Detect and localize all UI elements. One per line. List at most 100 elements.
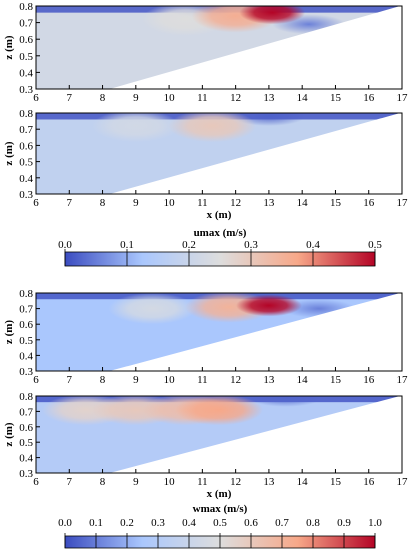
u-bottom-xtick-label: 15 [330,197,342,209]
w-colorbar-tick-label: 0.7 [275,517,289,529]
u-bottom-ylabel: z (m) [3,141,15,165]
w-bottom-xtick-label: 7 [67,476,73,488]
w-bottom-xtick-label: 14 [297,476,309,488]
w-top-xtick-label: 14 [297,374,309,386]
w-colorbar-label: wmax (m/s) [193,503,248,515]
w-top-xtick-label: 8 [100,374,106,386]
u-top-xtick-label: 8 [100,92,106,104]
u-bottom-hotspot [168,113,257,143]
u-bottom-ytick-label: 0.5 [19,157,33,169]
w-top-hotspot [235,294,302,317]
u-bottom-beach-line [35,112,403,216]
u-bottom-xtick-label: 7 [67,197,73,209]
u-top-ytick-label: 0.7 [19,18,33,30]
u-top-ytick-label: 0.8 [19,1,33,13]
w-bottom-xtick-label: 11 [197,476,208,488]
w-bottom-xtick-label: 16 [363,476,375,488]
w-colorbar-tick-label: 0.9 [337,517,351,529]
w-colorbar-tick-label: 0.2 [120,517,134,529]
u-colorbar-label: umax (m/s) [194,227,247,239]
w-top-xtick-label: 17 [397,374,409,386]
u-bottom-ytick-label: 0.8 [19,108,33,120]
u-bottom-xtick-label: 13 [263,197,275,209]
w-top-xtick-label: 13 [263,374,275,386]
u-colorbar-tick-label: 0.0 [58,239,72,251]
u-top-xtick-label: 7 [67,92,73,104]
w-bottom-xtick-label: 17 [397,476,409,488]
u-top-xtick-label: 12 [230,92,241,104]
w-bottom-ytick-label: 0.7 [19,406,33,418]
u-top-xtick-label: 10 [164,92,176,104]
w-top-frame [35,292,403,372]
u-bottom-xtick-label: 10 [164,197,176,209]
w-bottom-ytick-label: 0.5 [19,437,33,449]
u-colorbar-tick-label: 0.1 [120,239,134,251]
u-bottom-ytick-label: 0.6 [19,140,33,152]
w-bottom-panel: 6 7 8 9 10 11 12 13 14 15 16 17 0.3 0.4 0.5 0.6 0.7 0.8 z … [3,391,409,500]
u-colorbar-tick-label: 0.3 [244,239,258,251]
u-top-beach-line [35,5,403,112]
u-top-xtick-label: 9 [133,92,139,104]
u-bottom-frame [35,112,403,195]
w-top-ytick-label: 0.5 [19,335,33,347]
w-bottom-frame [35,395,403,474]
u-top-ylabel: z (m) [3,35,15,59]
w-top-beach-line [35,292,403,392]
w-bottom-ylabel: z (m) [3,422,15,446]
w-colorbar-tick-label: 1.0 [368,517,382,529]
w-top-ytick-label: 0.7 [19,304,33,316]
u-top-xtick-label: 17 [397,92,409,104]
u-top-xtick-label: 6 [33,92,39,104]
w-bottom-xtick-label: 10 [164,476,176,488]
w-top-xtick-label: 7 [67,374,73,386]
w-top-xtick-label: 6 [33,374,39,386]
u-top-frame [35,5,403,90]
w-bottom-xtick-label: 8 [100,476,106,488]
w-top-xtick-label: 12 [230,374,241,386]
w-bottom-xtick-label: 15 [330,476,342,488]
w-top-ylabel: z (m) [3,320,15,344]
u-top-xtick-label: 13 [263,92,275,104]
w-bottom-xtick-label: 12 [230,476,241,488]
w-top-xtick-label: 9 [133,374,139,386]
w-colorbar: 0.0 0.1 0.2 0.3 0.4 0.5 0.6 0.7 0.8 0.9 1.0 wmax (m… [58,503,382,549]
w-top-ytick-label: 0.4 [19,350,33,362]
w-top-ytick-label: 0.6 [19,319,33,331]
w-top-panel: 6 7 8 9 10 11 12 13 14 15 16 17 0.3 0.4 0.5 0.6 0.7 0.8 z … [3,288,409,392]
u-colorbar-tick-label: 0.4 [306,239,320,251]
u-top-hotspot [239,6,306,25]
u-colorbar-tick-label: 0.2 [182,239,196,251]
w-top-ytick-label: 0.8 [19,288,33,300]
w-bottom-beach-line [35,395,403,494]
u-bottom-xtick-label: 11 [197,197,208,209]
u-top-xtick-label: 11 [197,92,208,104]
u-bottom-ytick-label: 0.7 [19,124,33,136]
u-bottom-field [36,113,402,194]
u-top-field [36,6,402,89]
w-bottom-ytick-label: 0.3 [19,468,33,480]
w-bottom-low-zone [248,396,323,407]
u-bottom-xtick-label: 17 [397,197,409,209]
w-top-xtick-label: 15 [330,374,342,386]
w-colorbar-tick-label: 0.8 [306,517,320,529]
w-top-xtick-label: 16 [363,374,375,386]
u-bottom-xtick-label: 12 [230,197,241,209]
u-top-ytick-label: 0.5 [19,51,33,63]
w-bottom-ytick-label: 0.6 [19,422,33,434]
w-colorbar-tick-label: 0.5 [213,517,227,529]
w-bottom-ytick-label: 0.8 [19,391,33,403]
u-top-ytick-label: 0.3 [19,84,33,96]
w-colorbar-tick-label: 0.0 [58,517,72,529]
u-colorbar: 0.0 0.1 0.2 0.3 0.4 0.5 umax (m/s) [58,227,382,267]
u-top-ytick-label: 0.6 [19,34,33,46]
u-top-ytick-label: 0.4 [19,67,33,79]
u-top-xtick-label: 16 [363,92,375,104]
u-bottom-ytick-label: 0.3 [19,189,33,201]
u-bottom-xtick-label: 8 [100,197,106,209]
w-bottom-xtick-label: 6 [33,476,39,488]
w-top-xtick-label: 10 [164,374,176,386]
u-bottom-ytick-label: 0.4 [19,173,33,185]
w-bottom-xlabel: x (m) [207,488,232,500]
u-bottom-hotspot [91,113,180,143]
